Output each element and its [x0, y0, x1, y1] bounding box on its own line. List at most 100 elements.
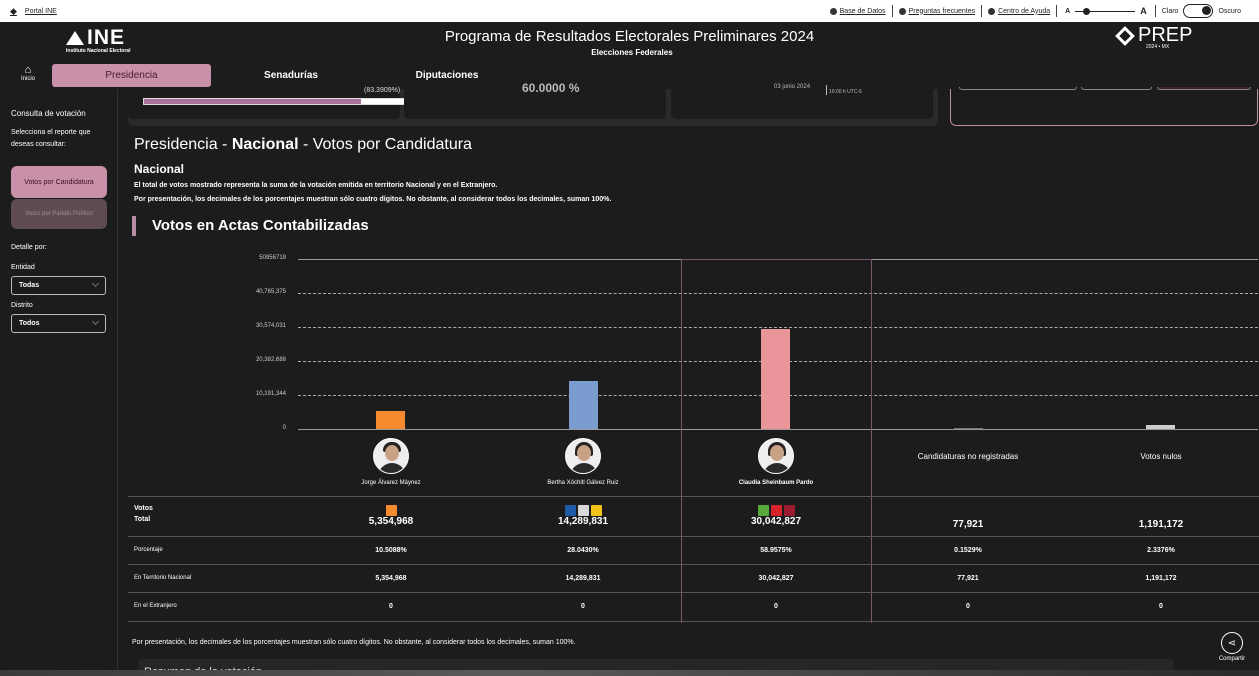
prep-diamond-icon	[1115, 25, 1135, 46]
tab-senadurias[interactable]: Senadurías	[264, 70, 318, 81]
ine-mini-icon: ◆	[10, 5, 17, 16]
stats-panel: (83.3909%) 60.0000 % 03 junio 2024 10:00…	[128, 81, 938, 126]
avatar	[373, 438, 409, 474]
entidad-label: Entidad	[11, 264, 35, 271]
theme-switch[interactable]	[1183, 4, 1214, 18]
portal-ine-label: Portal INE	[24, 7, 57, 15]
party-logos-fuerza	[488, 503, 678, 521]
candidaturas-no-registradas: Candidaturas no registradas	[917, 452, 1019, 461]
sidebar-heading: Consulta de votación	[11, 109, 86, 118]
question-icon	[898, 7, 906, 15]
votos-section-title: Votos en Actas Contabilizadas	[132, 216, 369, 236]
section-heading: Presidencia - Nacional - Votos por Candi…	[134, 136, 472, 153]
gridline	[298, 429, 1258, 430]
ine-logo[interactable]: INE Instituto Nacional Electoral	[66, 26, 131, 54]
avatar	[565, 438, 601, 474]
gridline	[298, 259, 1258, 260]
filter-field[interactable]	[1081, 87, 1152, 90]
gridline	[298, 293, 1258, 294]
pri-logo-icon	[577, 505, 589, 516]
page-title: Programa de Resultados Electorales Preli…	[444, 28, 815, 45]
party-logos-mc	[296, 503, 486, 521]
candidate-galvez[interactable]: Bertha Xóchitl Gálvez Ruiz	[488, 438, 678, 486]
divider	[981, 5, 983, 17]
footnote: Por presentación, los decimales de los p…	[132, 639, 576, 646]
main-content: (83.3909%) 60.0000 % 03 junio 2024 10:00…	[118, 81, 1259, 676]
distrito-select[interactable]: Todos	[11, 314, 106, 333]
entidad-select[interactable]: Todas	[11, 276, 106, 295]
home-button[interactable]: ⌂ Inicio	[17, 64, 39, 82]
candidate-sheinbaum[interactable]: Claudia Sheinbaum Pardo	[681, 438, 871, 486]
main-nav: ⌂ Inicio Presidencia Senadurías Diputaci…	[0, 62, 1259, 89]
base-de-datos-link[interactable]: Base de Datos	[824, 7, 892, 15]
prep-logo[interactable]: PREP 2024 • MX	[1115, 24, 1192, 50]
note-total: El total de votos mostrado representa la…	[134, 182, 498, 189]
table-row-porcentaje: Porcentaje 10.5088% 28.0430% 58.9575% 0.…	[128, 536, 1259, 564]
actas-percentage: (83.3909%)	[364, 87, 401, 94]
pt-logo-icon	[770, 505, 782, 516]
total-nulos: 1,191,172	[1138, 519, 1184, 530]
divider	[1056, 5, 1058, 17]
participation-value: 60.0000 %	[522, 81, 580, 95]
total-galvez: 14,289,831	[557, 516, 609, 527]
bar-2[interactable]	[761, 328, 790, 429]
gridline	[298, 327, 1258, 328]
table-row-territorio: En Territorio Nacional 5,354,968 14,289,…	[128, 564, 1259, 592]
page-subtitle: Elecciones Federales	[591, 48, 673, 57]
filter-field[interactable]	[959, 87, 1077, 90]
portal-ine-link[interactable]: ◆ Portal INE	[10, 6, 57, 17]
bar-1[interactable]	[569, 381, 598, 429]
bar-3[interactable]	[954, 428, 983, 429]
prd-logo-icon	[590, 505, 602, 516]
party-logos-morena	[681, 503, 871, 521]
font-size-track[interactable]	[1075, 7, 1136, 15]
table-row-extranjero: En el Extranjero 0 0 0 0 0	[128, 592, 1259, 622]
bar-4[interactable]	[1146, 425, 1175, 429]
cut-time: 10:00 h UTC-6	[829, 89, 862, 95]
y-tick-label: 30,574,031	[255, 323, 286, 329]
centro-de-ayuda-link[interactable]: Centro de Ayuda	[982, 7, 1056, 15]
theme-toggle[interactable]: Claro Oscuro	[1156, 4, 1247, 18]
utility-bar: ◆ Portal INE Base de Datos Preguntas fre…	[0, 0, 1259, 22]
tab-diputaciones[interactable]: Diputaciones	[415, 70, 479, 81]
votos-nulos: Votos nulos	[1140, 452, 1182, 461]
sidebar: Consulta de votación Selecciona el repor…	[0, 89, 118, 676]
mc-logo-icon	[385, 505, 397, 516]
candidate-alvarez[interactable]: Jorge Álvarez Máynez	[296, 438, 486, 486]
filter-panel	[950, 87, 1258, 126]
preguntas-frecuentes-link[interactable]: Preguntas frecuentes	[893, 7, 982, 15]
divider	[826, 85, 827, 95]
actas-progress-fill	[144, 99, 361, 104]
total-alvarez: 5,354,968	[368, 516, 414, 527]
share-button[interactable]: ⋖ Compartir	[1214, 632, 1250, 662]
header: INE Instituto Nacional Electoral Program…	[0, 22, 1259, 62]
ine-triangle-icon	[66, 31, 84, 45]
votos-por-partido-button[interactable]: Votos por Partido Político	[11, 199, 107, 229]
total-sheinbaum: 30,042,827	[750, 516, 802, 527]
actas-progress-bar	[143, 98, 405, 105]
theme-switch-knob	[1202, 6, 1212, 15]
y-tick-label: 20,382,688	[255, 357, 286, 363]
bar-0[interactable]	[376, 411, 405, 429]
total-no-registradas: 77,921	[952, 519, 984, 530]
votos-por-candidatura-button[interactable]: Votos por Candidatura	[11, 166, 107, 198]
help-icon	[988, 7, 996, 15]
font-size-slider[interactable]: A A	[1065, 6, 1147, 16]
morena-logo-icon	[783, 505, 795, 516]
tab-presidencia[interactable]: Presidencia	[52, 64, 211, 87]
divider	[891, 5, 893, 17]
detalle-label: Detalle por:	[11, 244, 47, 251]
font-size-knob[interactable]	[1083, 7, 1091, 15]
y-tick-label: 10,191,344	[255, 391, 286, 397]
pan-logo-icon	[564, 505, 576, 516]
note-decimals: Por presentación, los decimales de los p…	[134, 196, 612, 203]
y-tick-label: 0	[282, 425, 286, 431]
participation-card: 60.0000 %	[404, 81, 666, 119]
bottom-strip	[0, 670, 1259, 676]
filter-button[interactable]	[1157, 87, 1251, 90]
actas-card: (83.3909%)	[128, 87, 405, 119]
y-tick-label: 40,765,375	[255, 289, 286, 295]
share-icon: ⋖	[1221, 632, 1243, 654]
sidebar-instruction: Selecciona el reporte que deseas consult…	[11, 129, 91, 148]
